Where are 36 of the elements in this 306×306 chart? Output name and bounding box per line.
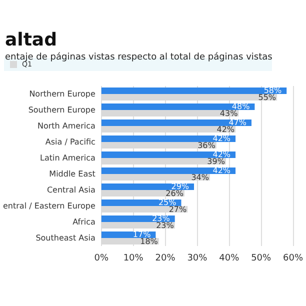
data-label: 26% — [166, 188, 184, 198]
data-label: 39% — [207, 156, 226, 166]
x-tick-label: 40% — [219, 254, 240, 264]
data-label: 27% — [168, 204, 188, 214]
y-tick-label: entral / Eastern Europe — [2, 202, 96, 210]
x-tick-label: 60% — [282, 254, 304, 264]
bar — [101, 119, 252, 126]
data-label: 36% — [198, 140, 216, 150]
bar — [101, 87, 287, 94]
bar — [101, 135, 236, 142]
bar — [101, 167, 236, 174]
x-tick-label: 30% — [187, 254, 208, 264]
data-label: 23% — [156, 220, 174, 230]
y-tick-label: Southern Europe — [28, 106, 96, 114]
y-tick-label: Central Asia — [46, 186, 96, 194]
bar — [101, 183, 194, 190]
data-label: 43% — [220, 108, 238, 118]
y-tick-label: Middle East — [49, 170, 96, 178]
data-label: 42% — [216, 124, 235, 134]
data-label: 34% — [191, 172, 210, 182]
y-tick-label: Northern Europe — [29, 90, 96, 98]
data-label: 55% — [258, 92, 276, 102]
y-tick-label: Latin America — [40, 154, 96, 162]
y-tick-label: North America — [37, 122, 96, 130]
chart-title: altad — [5, 30, 57, 50]
bar — [101, 151, 236, 158]
x-tick-label: 20% — [155, 254, 176, 264]
bar — [101, 103, 255, 110]
y-tick-label: Asia / Pacific — [45, 138, 96, 146]
x-tick-label: 10% — [123, 254, 144, 264]
x-tick-label: 0% — [94, 254, 109, 264]
y-tick-label: Africa — [72, 218, 96, 226]
chart-subtitle: entaje de páginas vistas respecto al total de páginas vistas — [5, 52, 273, 62]
y-tick-label: Southeast Asia — [36, 234, 96, 242]
x-tick-label: 50% — [251, 254, 272, 264]
data-label: 18% — [140, 236, 158, 246]
